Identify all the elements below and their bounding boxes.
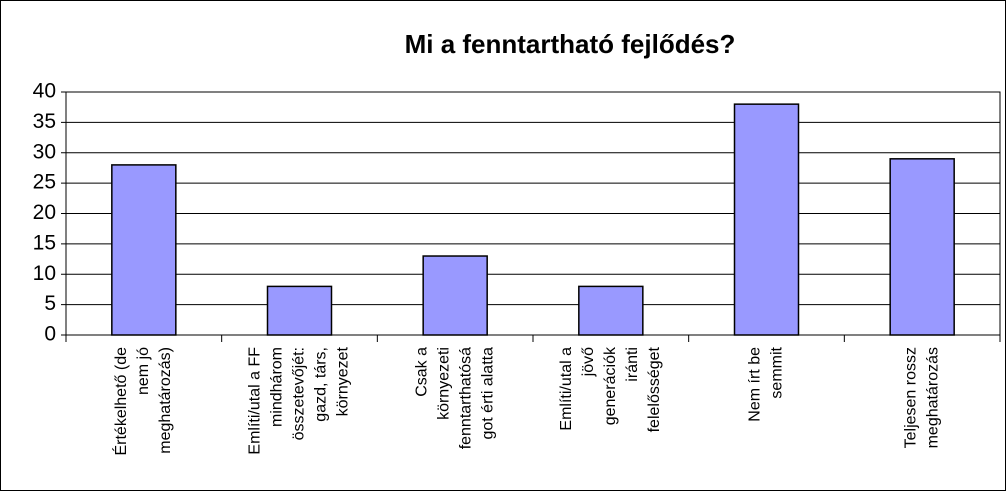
bar <box>266 285 333 336</box>
x-tick-label: got érti alatta <box>479 347 496 440</box>
x-tick-label: generációk <box>602 346 619 425</box>
x-tick-label: Említi/utal a FF <box>247 347 264 455</box>
y-tick-label: 5 <box>44 292 56 315</box>
y-tick-label: 20 <box>33 201 56 224</box>
x-tick-label: meghatározás) <box>157 347 174 454</box>
x-tick-label: összetevőjét: <box>291 347 308 440</box>
x-tick-label: meghatározás <box>924 347 941 448</box>
x-tick-label: iránti <box>624 347 641 382</box>
bar <box>422 255 488 336</box>
x-tick-label: nem jó <box>135 347 152 395</box>
chart-title: Mi a fenntartható fejlődés? <box>405 29 736 59</box>
x-tick-label: Nem írt be <box>747 347 764 422</box>
x-tick-label: felelősséget <box>646 346 663 432</box>
y-tick-label: 25 <box>33 171 56 194</box>
x-tick-label: Teljesen rossz <box>902 347 919 448</box>
x-tick-label: Csak a <box>413 347 430 397</box>
x-tick-label: fenntarthatósá <box>457 347 474 449</box>
x-tick-label: jövő <box>580 347 597 377</box>
x-tick-label: Említi/utal a <box>558 347 575 431</box>
x-tick-label: Értékelhető (de <box>111 347 130 456</box>
y-tick-label: 15 <box>33 231 56 254</box>
y-tick-label: 40 <box>33 80 56 103</box>
y-tick-label: 10 <box>33 262 56 285</box>
y-tick-label: 35 <box>33 110 56 133</box>
bar <box>733 103 800 336</box>
bar <box>578 285 644 336</box>
x-tick-label: semmit <box>769 346 786 398</box>
x-tick-label: gazd, társ, <box>313 347 330 422</box>
bar <box>889 158 955 336</box>
x-tick-label: környezet <box>335 346 352 416</box>
x-tick-label: környezeti <box>435 347 452 420</box>
y-tick-label: 0 <box>44 323 56 346</box>
y-tick-label: 30 <box>33 140 56 163</box>
bar <box>111 164 177 336</box>
x-tick-label: mindhárom <box>269 347 286 427</box>
